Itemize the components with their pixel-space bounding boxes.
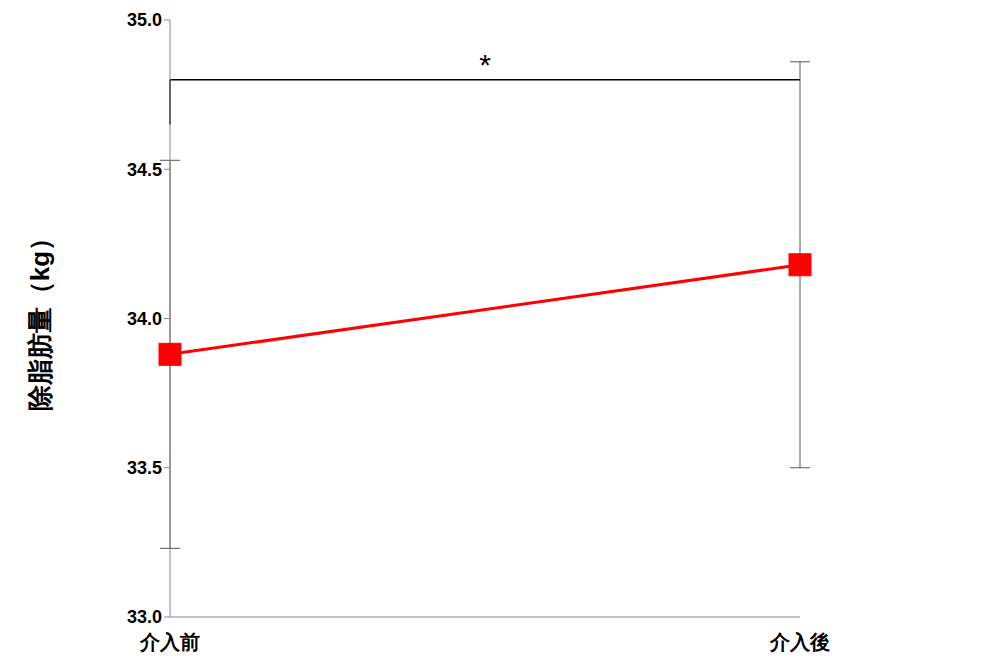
svg-text:介入後: 介入後 bbox=[769, 631, 830, 653]
svg-text:33.0: 33.0 bbox=[127, 607, 162, 627]
svg-text:34.5: 34.5 bbox=[127, 160, 162, 180]
svg-text:介入前: 介入前 bbox=[139, 631, 200, 653]
svg-text:35.0: 35.0 bbox=[127, 10, 162, 30]
html-text:除脂肪量（kg）: 除脂肪量（kg） bbox=[24, 224, 55, 412]
svg-text:*: * bbox=[479, 48, 491, 81]
svg-text:34.0: 34.0 bbox=[127, 309, 162, 329]
svg-text:33.5: 33.5 bbox=[127, 458, 162, 478]
